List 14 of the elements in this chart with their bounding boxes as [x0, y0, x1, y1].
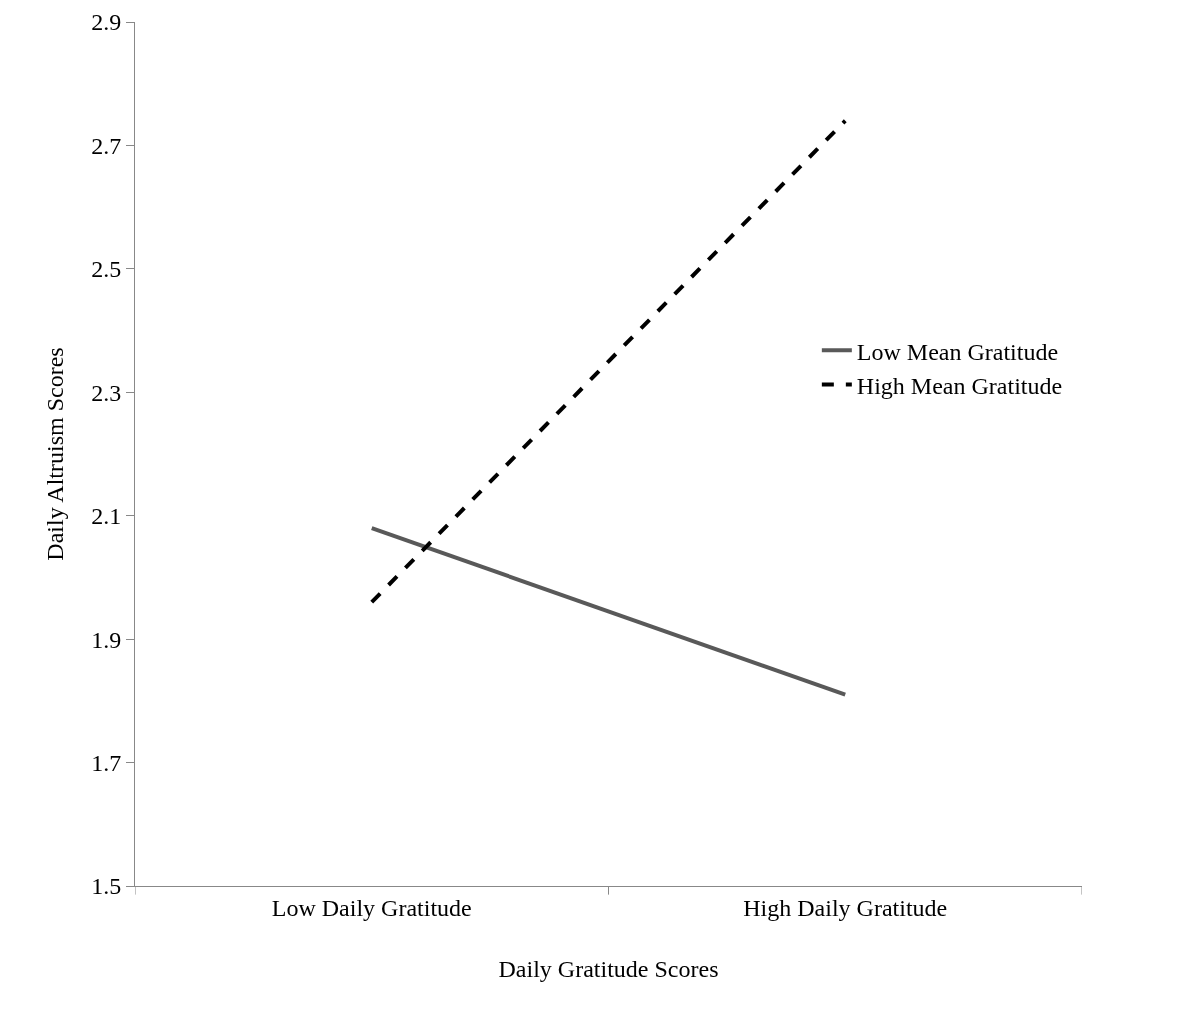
x-tick-label: Low Daily Gratitude — [271, 894, 472, 921]
y-axis-title: Daily Altruism Scores — [42, 347, 69, 561]
y-tick-label: 2.3 — [91, 379, 122, 406]
y-tick-label: 1.7 — [91, 749, 122, 776]
legend-label: High Mean Gratitude — [856, 372, 1063, 399]
y-tick-label: 1.9 — [91, 626, 122, 653]
y-tick-label: 2.5 — [91, 256, 122, 283]
x-axis-title: Daily Gratitude Scores — [498, 956, 719, 983]
y-tick-label: 2.7 — [91, 132, 122, 159]
x-tick-label: High Daily Gratitude — [743, 894, 948, 921]
y-tick-label: 2.1 — [91, 503, 122, 530]
legend-label: Low Mean Gratitude — [856, 338, 1059, 365]
y-tick-label: 1.5 — [91, 873, 122, 900]
y-tick-label: 2.9 — [91, 9, 122, 36]
